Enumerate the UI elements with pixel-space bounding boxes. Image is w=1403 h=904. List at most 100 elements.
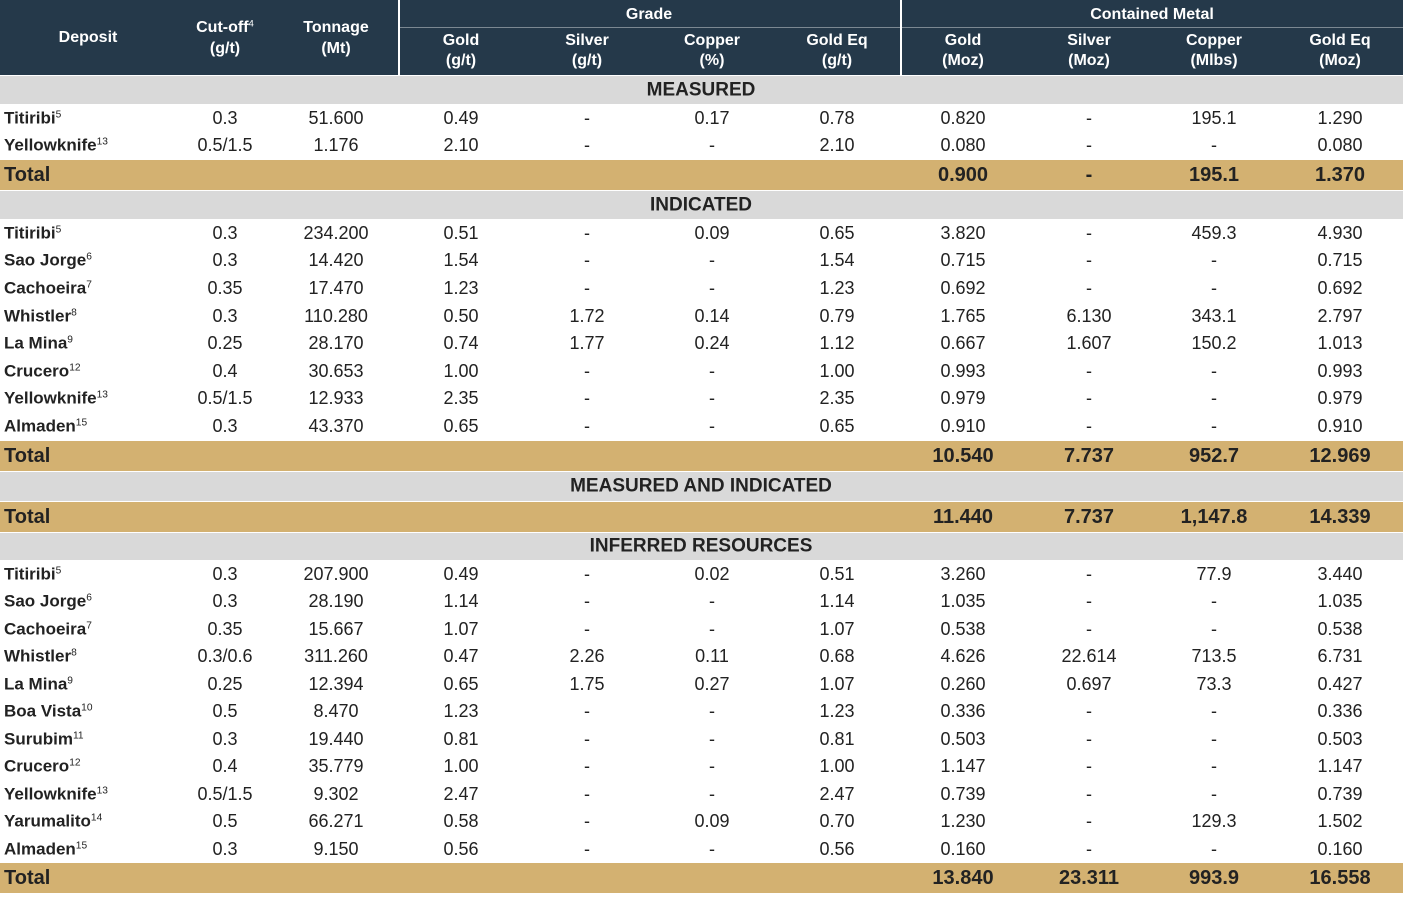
total-cell: 7.737 <box>1063 505 1115 528</box>
cell: 0.3 <box>212 591 238 612</box>
cell: - <box>584 701 590 722</box>
cell: 66.271 <box>308 811 364 832</box>
cell: 1.77 <box>569 333 605 354</box>
cell: - <box>584 838 590 859</box>
cell: - <box>584 618 590 639</box>
cell: - <box>709 250 715 271</box>
column-unit: (Mlbs) <box>1190 52 1238 69</box>
cell: - <box>584 591 590 612</box>
cell: 3.820 <box>940 222 986 243</box>
section-band <box>0 532 1403 560</box>
cell: 0.538 <box>940 618 986 639</box>
cell: 0.24 <box>694 333 730 354</box>
cell: - <box>1211 591 1217 612</box>
footnote-ref: 11 <box>72 729 84 741</box>
deposit-label: Almaden <box>4 839 76 859</box>
cell: - <box>1086 811 1092 832</box>
footnote-ref: 12 <box>69 362 81 374</box>
cell: - <box>1211 756 1217 777</box>
column-label: Gold Eq <box>1309 32 1371 49</box>
cell: 2.10 <box>443 135 479 156</box>
cell: 1.013 <box>1317 333 1363 354</box>
cell: 0.4 <box>212 360 238 381</box>
cell: - <box>1086 250 1092 271</box>
cell: 1.00 <box>819 756 855 777</box>
cell: 311.260 <box>304 646 368 667</box>
footnote-ref: 7 <box>86 279 92 291</box>
footnote-ref: 13 <box>96 136 108 148</box>
total-cell: 7.737 <box>1063 444 1115 467</box>
group-header: Grade <box>625 6 673 23</box>
cell: - <box>709 591 715 612</box>
total-label: Total <box>4 164 51 186</box>
column-label: Deposit <box>58 29 118 46</box>
cell: - <box>1211 250 1217 271</box>
cell: 1.14 <box>819 591 855 612</box>
cell: - <box>584 388 590 409</box>
total-band <box>0 440 1403 471</box>
cell: 2.47 <box>819 783 855 804</box>
deposit-label: Yellowknife <box>4 135 97 155</box>
cell: 0.51 <box>443 222 479 243</box>
cell: 0.51 <box>819 563 855 584</box>
footnote-ref: 4 <box>248 18 254 30</box>
cell: 1.75 <box>569 673 605 694</box>
column-header: Tonnage <box>303 20 368 36</box>
cell: 0.65 <box>819 222 855 243</box>
total-cell: 195.1 <box>1188 164 1240 186</box>
cell: 43.370 <box>308 416 364 436</box>
cell: 0.17 <box>694 107 730 128</box>
deposit-label: Sao Jorge <box>4 591 87 611</box>
cell: 0.3 <box>212 250 238 271</box>
cell: 1.23 <box>819 701 855 722</box>
column-unit: (g/t) <box>445 52 477 69</box>
cell: 4.626 <box>940 646 986 667</box>
cell: - <box>584 783 590 804</box>
cell: - <box>1086 278 1092 298</box>
total-label: Total <box>4 505 51 528</box>
column-header: Copper <box>684 33 740 49</box>
header-divider <box>398 0 400 75</box>
section-title: INFERRED RESOURCES <box>589 535 813 557</box>
cell: - <box>709 416 715 436</box>
cell: 0.336 <box>1317 701 1363 722</box>
section-band <box>0 191 1403 219</box>
total-band <box>0 863 1403 894</box>
cell: - <box>709 388 715 409</box>
cell: 1.147 <box>1317 756 1363 777</box>
cell: 0.692 <box>1317 278 1363 298</box>
header-band <box>0 0 1403 75</box>
column-label: Copper <box>684 32 740 49</box>
total-cell: 1.370 <box>1314 164 1366 186</box>
footnote-ref: 5 <box>55 109 62 121</box>
footnote-ref: 5 <box>55 224 62 236</box>
cell: 0.3 <box>212 838 238 859</box>
deposit-name: Crucero12 <box>4 362 81 379</box>
cell: 0.27 <box>694 673 730 694</box>
cell: - <box>584 416 590 436</box>
total-cell: 952.7 <box>1188 444 1240 467</box>
cell: 1.00 <box>443 756 479 777</box>
cell: 73.3 <box>1196 673 1232 694</box>
deposit-name: Titiribi5 <box>4 224 61 241</box>
cell: - <box>1086 756 1092 777</box>
total-cell: 13.840 <box>932 867 994 890</box>
deposit-label: Yellowknife <box>4 784 97 804</box>
cell: 0.993 <box>1317 360 1363 381</box>
section-band <box>0 76 1403 104</box>
cell: 15.667 <box>308 618 364 639</box>
deposit-label: Yarumalito <box>4 811 91 831</box>
cell: 0.080 <box>940 135 986 156</box>
cell: 0.160 <box>1317 838 1363 859</box>
cell: - <box>1211 388 1217 409</box>
deposit-label: Yellowknife <box>4 388 97 408</box>
cell: 0.3 <box>212 222 238 243</box>
section-band <box>0 471 1403 501</box>
cell: 1.147 <box>940 756 986 777</box>
cell: 195.1 <box>1191 107 1237 128</box>
total-label: Total <box>4 867 51 890</box>
column-unit: (Moz) <box>1068 52 1110 69</box>
cell: 1.290 <box>1317 107 1363 128</box>
cell: 0.3 <box>212 728 238 749</box>
column-header: Gold Eq <box>806 33 867 49</box>
